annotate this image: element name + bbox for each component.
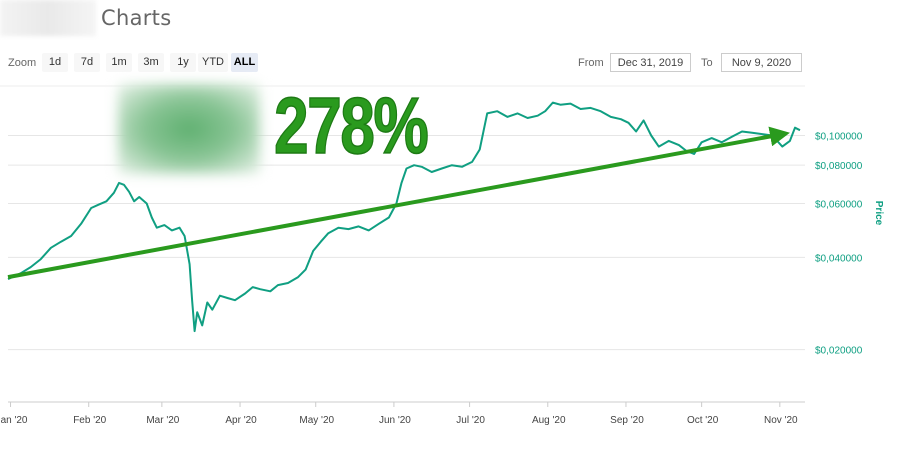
percent-annotation: 278%: [273, 80, 429, 171]
y-tick-label: $0,020000: [815, 346, 863, 357]
zoom-button-3m[interactable]: 3m: [138, 53, 164, 72]
y-tick-label: $0,100000: [815, 131, 863, 142]
x-tick-label: Jun '20: [379, 415, 411, 426]
price-series-line: [7, 101, 801, 333]
x-tick-label: Jan '20: [0, 415, 28, 426]
trend-arrow-line: [7, 126, 790, 280]
x-tick-label: Mar '20: [146, 415, 179, 426]
from-date-input[interactable]: Dec 31, 2019: [610, 53, 691, 72]
y-tick-label: $0,040000: [815, 253, 863, 264]
x-tick-label: Oct '20: [687, 415, 719, 426]
y-tick-label: $0,080000: [815, 161, 863, 172]
zoom-button-all[interactable]: ALL: [231, 53, 258, 72]
blurred-logo: [0, 0, 96, 36]
series-layer: [7, 101, 801, 333]
zoom-button-ytd[interactable]: YTD: [198, 53, 228, 72]
x-tick-label: Sep '20: [610, 415, 644, 426]
zoom-button-1m[interactable]: 1m: [106, 53, 132, 72]
zoom-label: Zoom: [8, 57, 37, 69]
trend-arrow: [7, 126, 790, 280]
to-label: To: [701, 57, 713, 69]
y-axis-title: Price: [873, 201, 884, 226]
x-tick-label: Aug '20: [532, 415, 566, 426]
x-tick-label: Apr '20: [225, 415, 257, 426]
zoom-button-1y[interactable]: 1y: [170, 53, 196, 72]
y-tick-label: $0,060000: [815, 199, 863, 210]
x-tick-label: Feb '20: [73, 415, 106, 426]
zoom-button-7d[interactable]: 7d: [74, 53, 100, 72]
x-axis-ticks: Jan '20 Feb '20 Mar '20 Apr '20 May '20 Jun '…: [0, 402, 798, 426]
zoom-button-1d[interactable]: 1d: [42, 53, 68, 72]
from-label: From: [578, 57, 604, 69]
page-title: Charts: [101, 6, 172, 30]
y-axis-ticks: $0,020000 $0,040000 $0,060000 $0,080000 $0,1…: [815, 131, 863, 356]
to-date-input[interactable]: Nov 9, 2020: [721, 53, 802, 72]
x-tick-label: May '20: [299, 415, 334, 426]
x-tick-label: Jul '20: [456, 415, 485, 426]
blurred-logo-box: [118, 84, 260, 174]
x-tick-label: Nov '20: [764, 415, 798, 426]
